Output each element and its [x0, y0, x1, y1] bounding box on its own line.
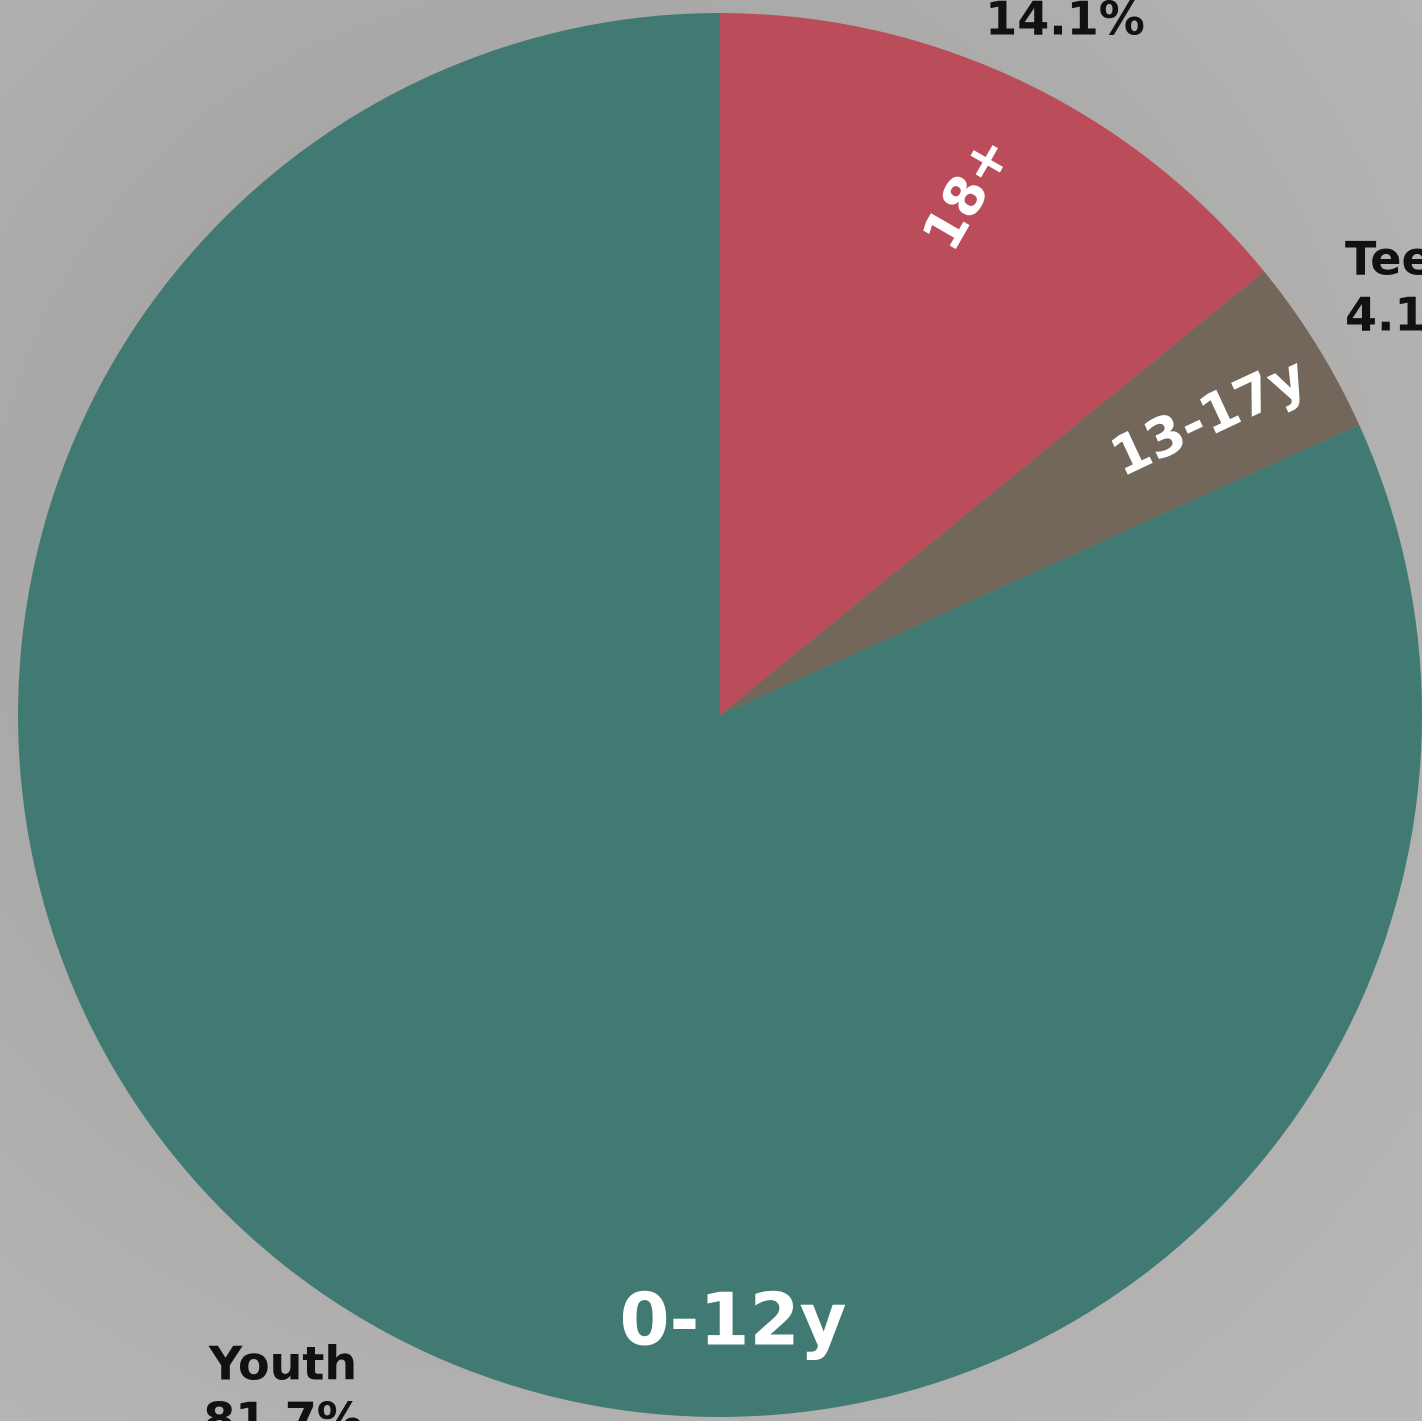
pie-slice [720, 271, 1360, 715]
pie-slice [17, 13, 1422, 1418]
percent-label: 81.7% [203, 1393, 363, 1421]
pie-slice [720, 13, 1265, 715]
outer-label: Youth [208, 1337, 357, 1391]
percent-label: 14.1% [985, 0, 1145, 46]
percent-label: 4.1 [1345, 288, 1422, 342]
slice-label: 0-12y [619, 1278, 846, 1362]
outer-label: Tee [1345, 232, 1422, 286]
